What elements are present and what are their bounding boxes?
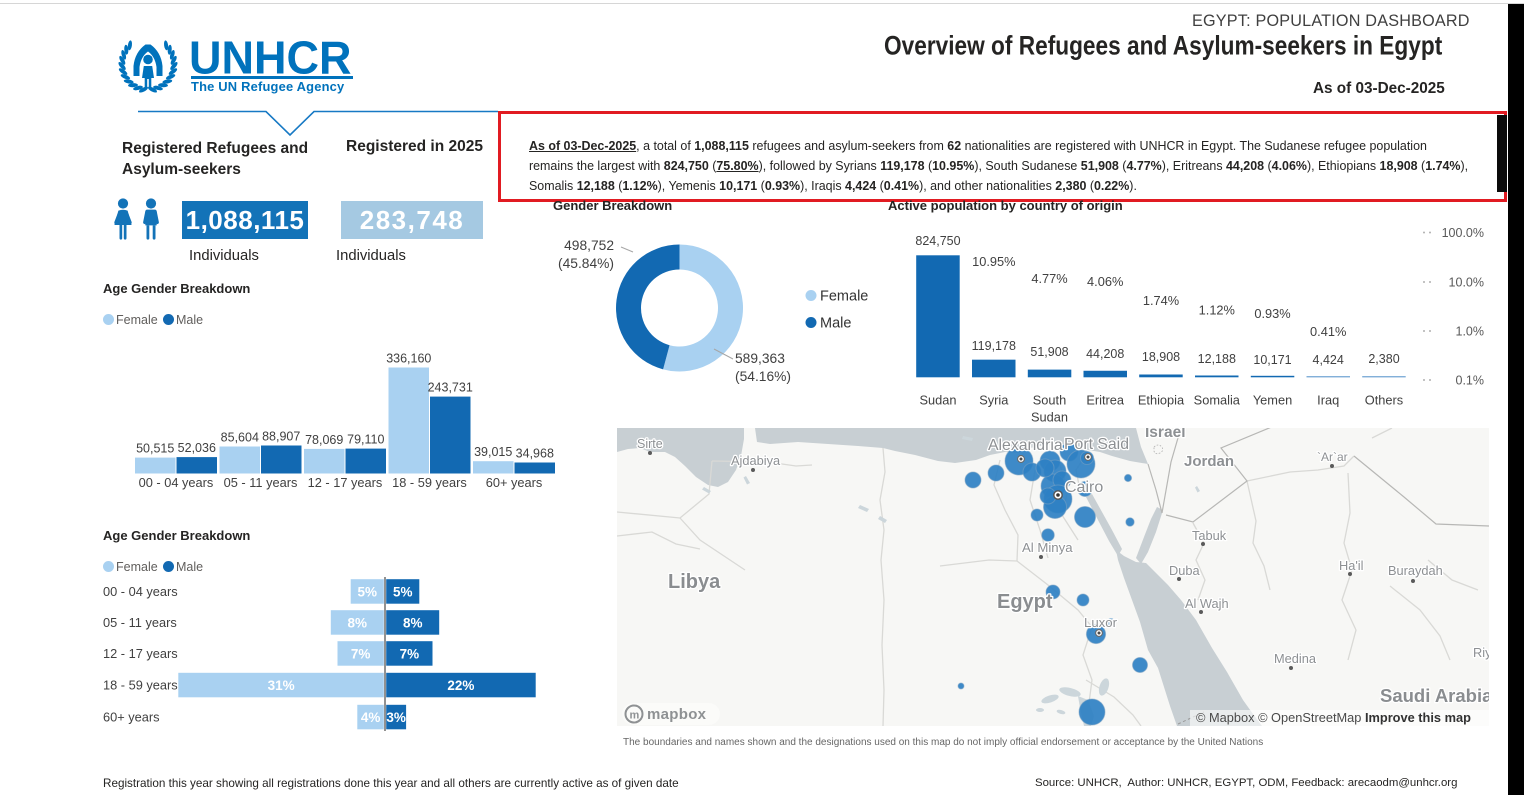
svg-text:00 - 04 years: 00 - 04 years bbox=[103, 584, 178, 599]
svg-text:498,752: 498,752 bbox=[564, 238, 614, 253]
svg-text:Iraq: Iraq bbox=[1317, 393, 1339, 408]
svg-text:22%: 22% bbox=[447, 678, 474, 693]
svg-text:88,907: 88,907 bbox=[262, 430, 300, 444]
svg-text:Al Minya: Al Minya bbox=[1022, 540, 1073, 555]
svg-text:18 - 59 years: 18 - 59 years bbox=[392, 475, 467, 490]
svg-text:Egypt: Egypt bbox=[997, 591, 1053, 613]
svg-text:Eritrea: Eritrea bbox=[1086, 393, 1125, 408]
svg-text:119,178: 119,178 bbox=[972, 339, 1016, 353]
svg-text:12,188: 12,188 bbox=[1198, 352, 1236, 366]
svg-text:Luxor: Luxor bbox=[1084, 615, 1118, 630]
svg-text:0.41%: 0.41% bbox=[1310, 324, 1346, 339]
svg-text:Duba: Duba bbox=[1169, 563, 1200, 578]
svg-text:Israel: Israel bbox=[1145, 428, 1186, 441]
svg-text:Age Gender Breakdown: Age Gender Breakdown bbox=[103, 528, 250, 543]
svg-text:Sudan: Sudan bbox=[1031, 410, 1068, 425]
svg-text:3%: 3% bbox=[386, 710, 406, 725]
svg-text:© Mapbox © OpenStreetMap Impro: © Mapbox © OpenStreetMap Improve this ma… bbox=[1196, 710, 1471, 725]
svg-text:60+ years: 60+ years bbox=[103, 710, 160, 725]
svg-text:12 - 17 years: 12 - 17 years bbox=[308, 475, 383, 490]
svg-text:Male: Male bbox=[176, 313, 203, 327]
svg-text:Sirte: Sirte bbox=[637, 437, 663, 451]
svg-text:1.12%: 1.12% bbox=[1199, 303, 1235, 318]
svg-text:Others: Others bbox=[1365, 393, 1403, 408]
svg-text:18 - 59 years: 18 - 59 years bbox=[103, 678, 178, 693]
svg-text:2,380: 2,380 bbox=[1368, 352, 1399, 366]
svg-text:31%: 31% bbox=[268, 678, 295, 693]
svg-text:10,171: 10,171 bbox=[1253, 353, 1291, 367]
svg-text:Somalia: Somalia bbox=[1194, 393, 1241, 408]
svg-text:18,908: 18,908 bbox=[1142, 350, 1180, 364]
svg-text:4.06%: 4.06% bbox=[1087, 274, 1123, 289]
svg-text:Female: Female bbox=[116, 313, 158, 327]
svg-text:4,424: 4,424 bbox=[1313, 353, 1344, 367]
svg-text:12 - 17 years: 12 - 17 years bbox=[103, 646, 178, 661]
svg-text:Ha'il: Ha'il bbox=[1339, 558, 1364, 573]
svg-text:Sudan: Sudan bbox=[919, 393, 956, 408]
svg-text:(54.16%): (54.16%) bbox=[735, 369, 791, 384]
svg-text:5%: 5% bbox=[357, 584, 377, 599]
svg-text:Yemen: Yemen bbox=[1253, 393, 1292, 408]
svg-text:Jordan: Jordan bbox=[1184, 453, 1234, 470]
svg-text:4.77%: 4.77% bbox=[1031, 271, 1067, 286]
svg-text:m: m bbox=[630, 710, 640, 722]
svg-text:0.93%: 0.93% bbox=[1254, 306, 1290, 321]
svg-text:South: South bbox=[1033, 393, 1066, 408]
svg-text:336,160: 336,160 bbox=[386, 352, 431, 366]
svg-text:Male: Male bbox=[176, 560, 203, 574]
svg-text:Active population by country o: Active population by country of origin bbox=[888, 198, 1123, 213]
svg-text:Gender Breakdown: Gender Breakdown bbox=[553, 198, 672, 213]
svg-text:85,604: 85,604 bbox=[221, 431, 259, 445]
svg-text:mapbox: mapbox bbox=[647, 706, 707, 723]
svg-text:Libya: Libya bbox=[668, 571, 721, 593]
svg-text:Ajdabiya: Ajdabiya bbox=[731, 453, 781, 468]
svg-text:Medina: Medina bbox=[1274, 651, 1317, 666]
svg-text:8%: 8% bbox=[403, 615, 423, 630]
svg-text:Al Wajh: Al Wajh bbox=[1185, 596, 1229, 611]
svg-text:8%: 8% bbox=[348, 615, 368, 630]
svg-text:1.0%: 1.0% bbox=[1456, 325, 1485, 339]
svg-text:10.0%: 10.0% bbox=[1449, 276, 1484, 290]
svg-text:7%: 7% bbox=[351, 646, 371, 661]
svg-text:(45.84%): (45.84%) bbox=[558, 256, 614, 271]
svg-text:824,750: 824,750 bbox=[915, 234, 960, 248]
svg-text:7%: 7% bbox=[400, 646, 420, 661]
svg-text:Cairo: Cairo bbox=[1065, 479, 1103, 496]
svg-text:Alexandria: Alexandria bbox=[988, 437, 1063, 454]
svg-text:50,515: 50,515 bbox=[136, 442, 174, 456]
svg-text:51,908: 51,908 bbox=[1030, 345, 1068, 359]
svg-text:78,069: 78,069 bbox=[305, 433, 343, 447]
svg-text:Age Gender Breakdown: Age Gender Breakdown bbox=[103, 281, 250, 296]
svg-text:243,731: 243,731 bbox=[428, 381, 473, 395]
svg-text:Riy: Riy bbox=[1473, 645, 1489, 660]
svg-text:0.1%: 0.1% bbox=[1456, 374, 1485, 388]
svg-text:Male: Male bbox=[820, 316, 851, 332]
svg-text:05 - 11 years: 05 - 11 years bbox=[224, 475, 298, 490]
svg-text:5%: 5% bbox=[393, 584, 413, 599]
svg-text:39,015: 39,015 bbox=[474, 445, 512, 459]
svg-text:05 - 11 years: 05 - 11 years bbox=[103, 615, 177, 630]
svg-text:34,968: 34,968 bbox=[516, 447, 554, 461]
svg-text:Syria: Syria bbox=[979, 393, 1009, 408]
svg-text:`Ar`ar: `Ar`ar bbox=[1317, 450, 1348, 464]
svg-text:Female: Female bbox=[820, 289, 868, 305]
svg-text:44,208: 44,208 bbox=[1086, 347, 1124, 361]
svg-text:4%: 4% bbox=[361, 710, 381, 725]
svg-text:Port Said: Port Said bbox=[1064, 436, 1129, 453]
svg-text:589,363: 589,363 bbox=[735, 351, 785, 366]
svg-text:Female: Female bbox=[116, 560, 158, 574]
svg-text:Saudi Arabia: Saudi Arabia bbox=[1380, 685, 1489, 706]
svg-text:Tabuk: Tabuk bbox=[1192, 528, 1227, 543]
svg-text:1.74%: 1.74% bbox=[1143, 293, 1179, 308]
svg-text:10.95%: 10.95% bbox=[972, 254, 1015, 269]
svg-text:60+ years: 60+ years bbox=[486, 475, 543, 490]
svg-text:00 - 04 years: 00 - 04 years bbox=[139, 475, 214, 490]
svg-text:100.0%: 100.0% bbox=[1442, 226, 1484, 240]
svg-text:79,110: 79,110 bbox=[347, 433, 384, 447]
svg-text:Buraydah: Buraydah bbox=[1388, 563, 1443, 578]
svg-text:52,036: 52,036 bbox=[178, 441, 216, 455]
svg-text:Ethiopia: Ethiopia bbox=[1138, 393, 1185, 408]
